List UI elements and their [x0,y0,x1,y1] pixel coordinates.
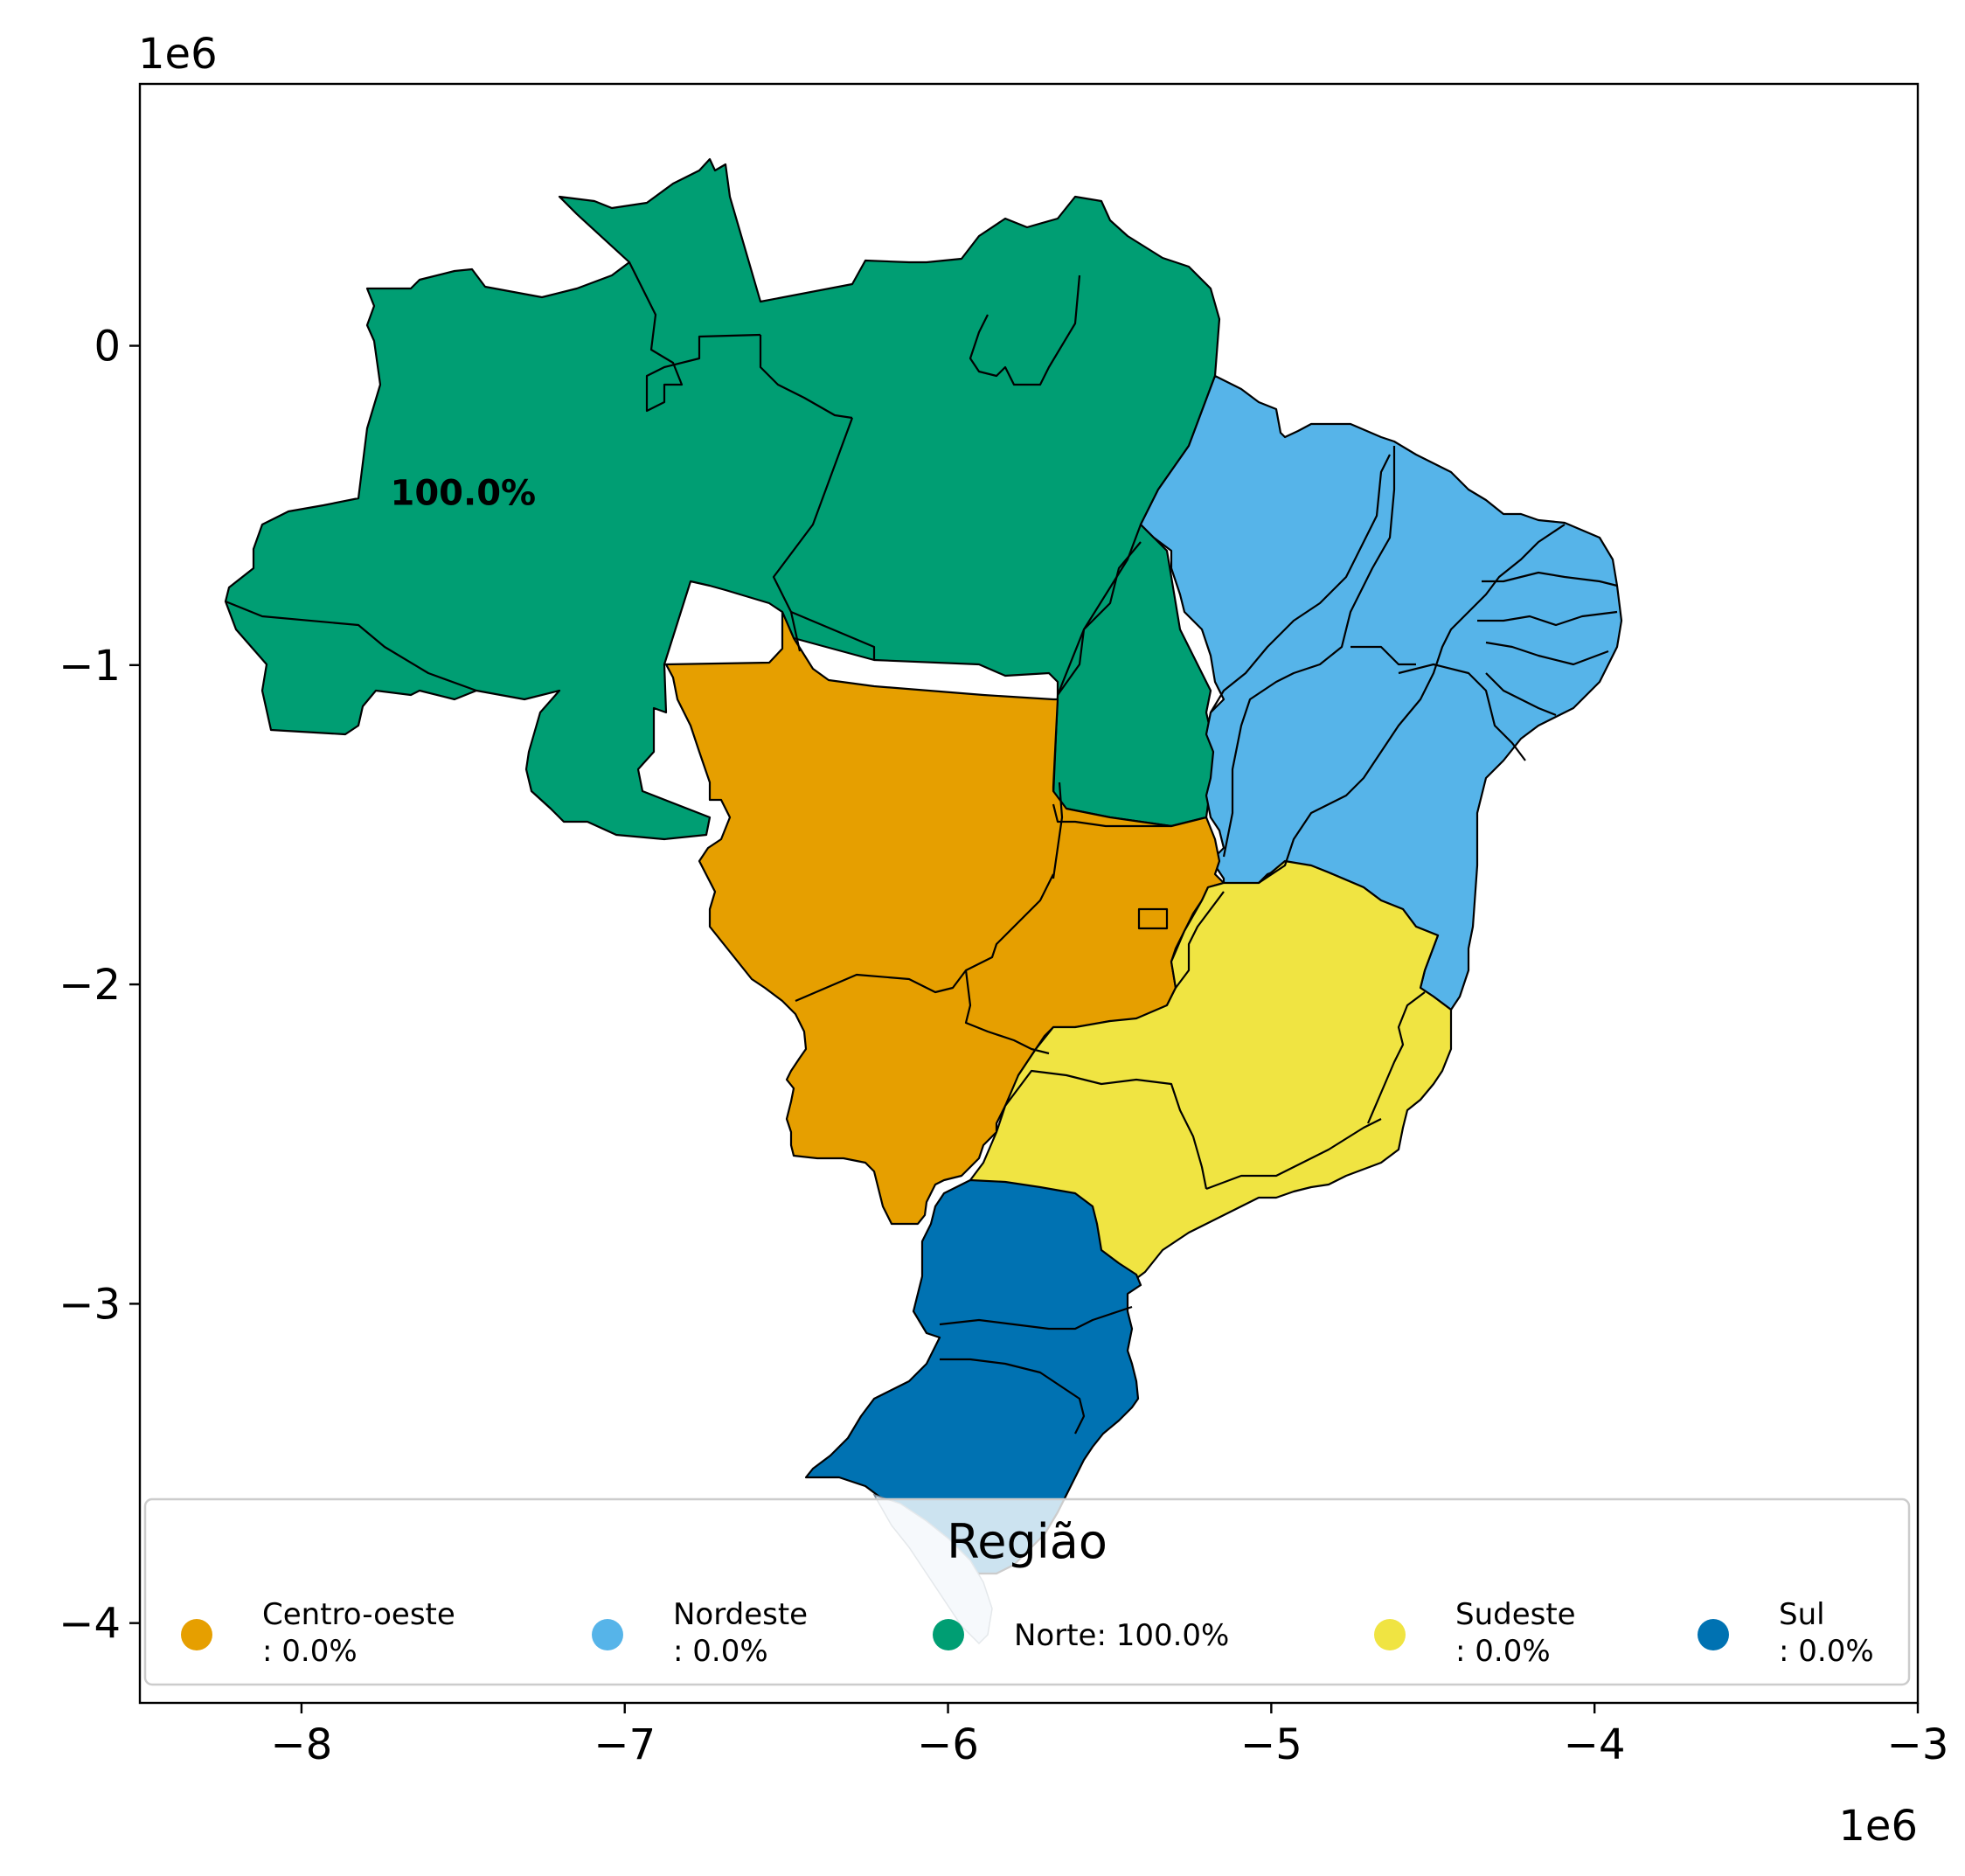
x-tick-label: −4 [1564,1720,1626,1769]
legend-entry: Centro-oeste: 0.0% [181,1597,455,1669]
region-centro-oeste [664,610,1226,1226]
legend-label: Sul [1779,1597,1825,1632]
legend-entry: Nordeste: 0.0% [592,1597,808,1669]
y-axis: 0 −1 −2 −3 −4 [59,323,140,1649]
legend-marker [592,1619,623,1650]
region-sudeste [969,859,1453,1287]
legend-label: Sudeste [1455,1597,1576,1632]
y-tick-label: 0 [94,323,121,372]
legend-marker [1374,1619,1406,1650]
region-annotation: 100.0% [391,474,537,514]
x-tick-label: −7 [594,1720,656,1769]
legend-title: Região [947,1514,1107,1569]
y-tick-label: −3 [59,1280,121,1329]
y-tick-label: −1 [59,642,121,691]
legend-entry: Norte: 100.0% [933,1618,1229,1653]
legend-marker [181,1619,212,1650]
legend-value: : 0.0% [673,1634,768,1669]
x-offset-label: 1e6 [1838,1802,1918,1851]
x-tick-label: −3 [1887,1720,1949,1769]
legend-frame [143,1497,1911,1686]
legend-entry: Sudeste: 0.0% [1374,1597,1576,1669]
y-offset-label: 1e6 [138,30,218,79]
legend-marker [933,1619,964,1650]
x-axis: −8 −7 −6 −5 −4 −3 [271,1703,1949,1769]
x-tick-label: −8 [271,1720,333,1769]
legend-label: Nordeste [673,1597,808,1632]
legend-entry: Sul: 0.0% [1698,1597,1874,1669]
legend-marker [1698,1619,1729,1650]
y-tick-label: −2 [59,961,121,1010]
axes-frame [138,82,1920,1705]
x-tick-label: −6 [917,1720,979,1769]
legend-entries: Centro-oeste: 0.0%Nordeste: 0.0% Norte: 1… [181,1597,1874,1669]
map-regions [224,157,1623,1645]
legend-value: : 0.0% [1779,1634,1874,1669]
legend-label: Norte: 100.0% [1014,1618,1229,1653]
x-tick-label: −5 [1240,1720,1302,1769]
legend-value: : 0.0% [262,1634,358,1669]
legend: Região Centro-oeste: 0.0%Nordeste: 0.0% N… [143,1497,1911,1686]
state-borders [225,261,1618,1435]
legend-value: : 0.0% [1455,1634,1551,1669]
y-tick-label: −4 [59,1600,121,1649]
legend-label: Centro-oeste [262,1597,455,1632]
